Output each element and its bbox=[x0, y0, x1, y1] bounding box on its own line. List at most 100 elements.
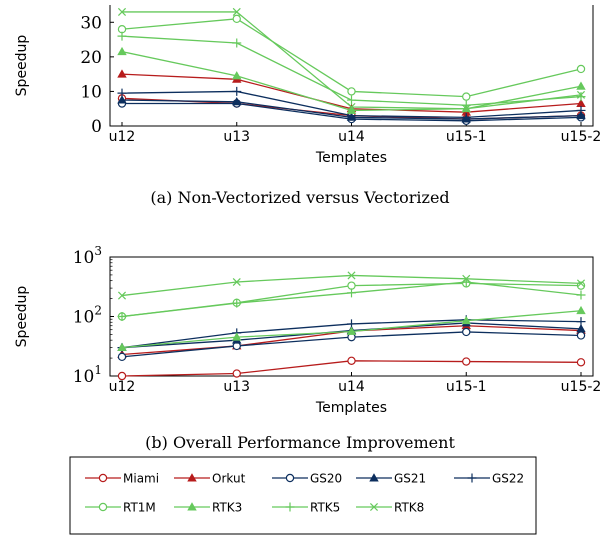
data-point bbox=[576, 110, 586, 120]
data-point bbox=[232, 38, 242, 48]
y-tick-label: 0 bbox=[91, 117, 102, 137]
legend-marker bbox=[98, 502, 108, 512]
y-axis-label: Speedup bbox=[14, 35, 30, 97]
legend-entry-miami: Miami bbox=[85, 472, 159, 486]
legend-marker bbox=[369, 502, 379, 512]
data-point bbox=[117, 342, 127, 352]
x-axis-label: Templates bbox=[315, 150, 387, 166]
chart-non-vectorized: 0 10 20 30 u12 u13 u14 u15-1 u15-2 Templates Speed… bbox=[14, 5, 601, 166]
x-tick-label: u15-2 bbox=[561, 129, 602, 145]
data-point bbox=[576, 358, 586, 367]
data-point bbox=[117, 7, 127, 16]
series-gs20 bbox=[117, 327, 586, 362]
legend-label: RTK3 bbox=[212, 501, 242, 515]
data-point bbox=[117, 291, 127, 300]
y-tick-label: 102 bbox=[73, 304, 102, 328]
data-point bbox=[117, 69, 127, 78]
data-point bbox=[576, 279, 586, 288]
legend-marker bbox=[285, 502, 295, 512]
x-axis-label: Templates bbox=[315, 400, 387, 416]
data-point bbox=[232, 14, 241, 24]
legend-label: RTK5 bbox=[310, 501, 340, 515]
series-rtk8 bbox=[117, 271, 586, 300]
data-point bbox=[576, 81, 586, 90]
x-tick-label: u15-2 bbox=[561, 379, 602, 395]
data-point bbox=[347, 281, 356, 290]
y-tick-label: 20 bbox=[80, 48, 102, 68]
data-point bbox=[232, 277, 241, 287]
x-tick-label: u13 bbox=[223, 379, 250, 395]
chart-overall-performance: 101 102 103 u12 u13 u14 u15-1 u15-2 Templates Spe… bbox=[14, 244, 601, 416]
legend-label: GS20 bbox=[310, 472, 342, 486]
data-point bbox=[232, 71, 242, 80]
legend-entry-rtk3: RTK3 bbox=[174, 501, 242, 515]
legend-marker bbox=[369, 473, 379, 482]
data-point bbox=[462, 357, 471, 366]
series-rtk8 bbox=[117, 7, 586, 113]
y-tick-label: 10 bbox=[80, 82, 102, 102]
data-point bbox=[462, 274, 471, 283]
data-point bbox=[232, 7, 241, 16]
legend-label: RT1M bbox=[123, 501, 156, 515]
data-point bbox=[576, 331, 586, 340]
series-rtk3 bbox=[117, 305, 586, 352]
data-point bbox=[462, 92, 471, 101]
data-point bbox=[232, 369, 241, 378]
series-rt1m bbox=[117, 14, 586, 101]
y-tick-label: 103 bbox=[73, 244, 102, 268]
legend-marker bbox=[187, 473, 197, 482]
legend-entry-rtk5: RTK5 bbox=[272, 501, 340, 515]
data-point bbox=[576, 90, 586, 99]
data-point bbox=[576, 64, 586, 74]
x-tick-label: u12 bbox=[109, 129, 136, 145]
data-point bbox=[576, 324, 586, 333]
legend-marker bbox=[467, 473, 477, 483]
legend-entry-gs20: GS20 bbox=[272, 472, 342, 486]
x-tick-label: u15-1 bbox=[446, 129, 487, 145]
legend-marker bbox=[285, 473, 295, 483]
series-rtk5 bbox=[117, 31, 586, 110]
data-point bbox=[347, 271, 356, 280]
legend-label: GS21 bbox=[394, 472, 426, 486]
series-miami bbox=[117, 356, 586, 380]
caption-a: (a) Non-Vectorized versus Vectorized bbox=[150, 188, 449, 207]
legend-entry-rt1m: RT1M bbox=[85, 501, 156, 515]
y-tick-label: 101 bbox=[73, 363, 102, 387]
x-tick-label: u13 bbox=[223, 129, 250, 145]
x-tick-label: u14 bbox=[338, 129, 365, 145]
legend-label: RTK8 bbox=[394, 501, 424, 515]
data-point bbox=[576, 105, 586, 115]
legend: Miami Orkut GS20 GS21 GS22 RT1M RTK3 RTK5 RTK8 bbox=[69, 456, 537, 535]
data-point bbox=[461, 315, 471, 325]
data-point bbox=[347, 356, 356, 366]
caption-b: (b) Overall Performance Improvement bbox=[145, 433, 455, 452]
legend-box bbox=[69, 456, 537, 535]
data-point bbox=[347, 95, 356, 105]
data-point bbox=[576, 92, 586, 102]
data-point bbox=[347, 288, 356, 298]
y-tick-label: 30 bbox=[80, 13, 102, 33]
data-point bbox=[347, 87, 356, 96]
data-point bbox=[232, 332, 242, 341]
y-axis-label: Speedup bbox=[14, 286, 30, 348]
legend-entry-rtk8: RTK8 bbox=[356, 501, 424, 515]
data-point bbox=[576, 290, 586, 300]
data-point bbox=[462, 327, 471, 337]
data-point bbox=[232, 86, 242, 96]
data-point bbox=[117, 88, 127, 98]
series-line bbox=[121, 18, 582, 98]
legend-entry-orkut: Orkut bbox=[174, 472, 246, 486]
data-point bbox=[117, 312, 127, 321]
data-point bbox=[117, 371, 127, 380]
legend-marker bbox=[187, 502, 197, 511]
data-point bbox=[576, 317, 586, 327]
data-point bbox=[461, 112, 471, 122]
legend-label: Orkut bbox=[212, 472, 246, 486]
legend-entry-gs21: GS21 bbox=[356, 472, 426, 486]
legend-marker bbox=[98, 473, 108, 483]
data-point bbox=[117, 46, 127, 56]
legend-label: Miami bbox=[123, 472, 159, 486]
x-tick-label: u14 bbox=[338, 379, 365, 395]
data-point bbox=[462, 104, 471, 113]
